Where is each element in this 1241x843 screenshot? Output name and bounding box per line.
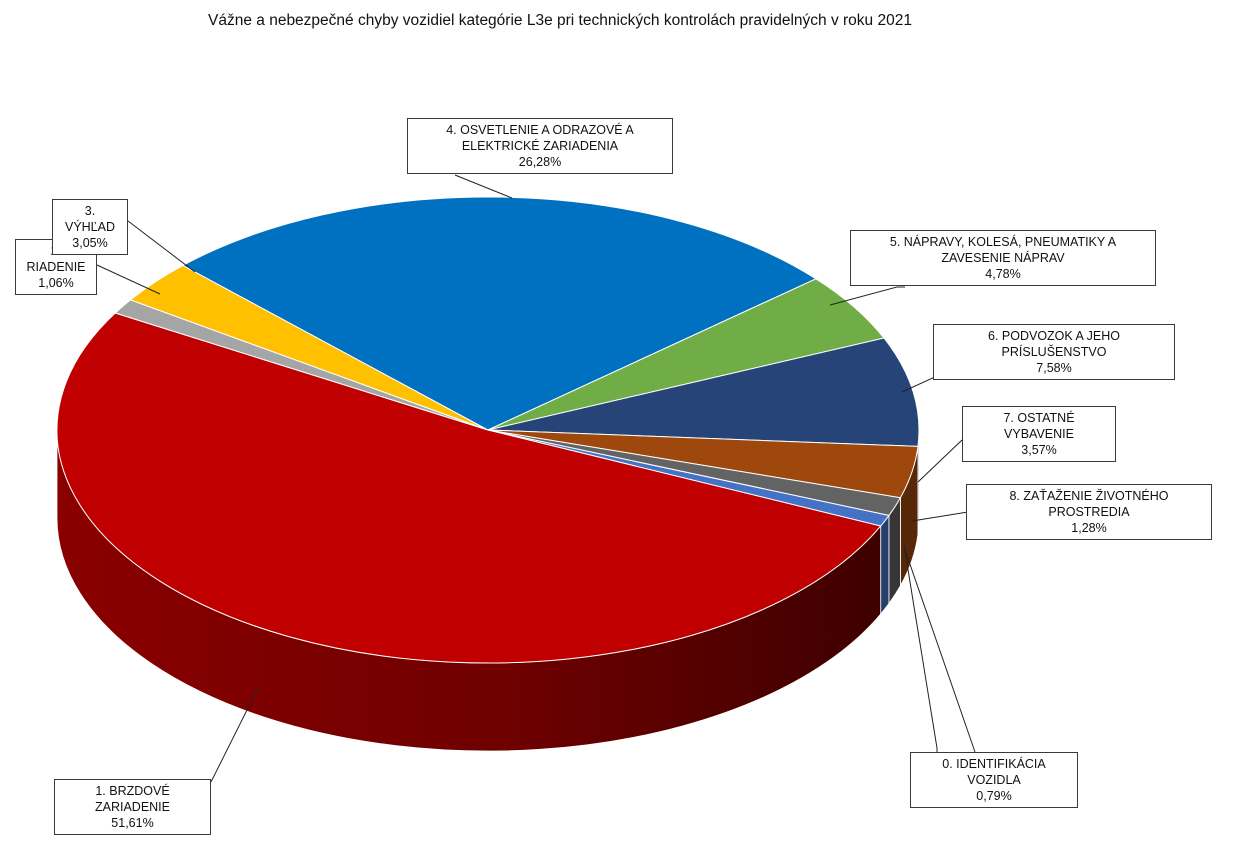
slice-label-name: 7. OSTATNÉ VYBAVENIE (1003, 411, 1075, 441)
leader-napravy (829, 286, 905, 306)
slice-label-name: 0. IDENTIFIKÁCIA VOZIDLA (942, 757, 1046, 787)
data-label-osvetlenie: 4. OSVETLENIE A ODRAZOVÉ A ELEKTRICKÉ ZA… (407, 118, 673, 174)
slice-label-name: 3. VÝHĽAD (64, 204, 116, 234)
data-label-zatazenie: 8. ZAŤAŽENIE ŽIVOTNÉHO PROSTREDIA 1,28% (966, 484, 1212, 540)
slice-label-name: 8. ZAŤAŽENIE ŽIVOTNÉHO PROSTREDIA (1009, 489, 1169, 519)
data-label-brzdove: 1. BRZDOVÉ ZARIADENIE 51,61% (54, 779, 211, 835)
slice-label-name: 1. BRZDOVÉ ZARIADENIE (94, 784, 170, 814)
pie-slice-s1 (56, 312, 882, 664)
data-label-podvozok: 6. PODVOZOK A JEHO PRÍSLUŠENSTVO 7,58% (933, 324, 1175, 380)
data-label-napravy: 5. NÁPRAVY, KOLESÁ, PNEUMATIKY A ZAVESEN… (850, 230, 1156, 286)
pie-slice-s8 (487, 429, 902, 516)
pie-top (56, 196, 920, 664)
leader-vyhlad (127, 220, 196, 273)
data-label-identifikacia: 0. IDENTIFIKÁCIA VOZIDLA 0,79% (910, 752, 1078, 808)
slice-label-value: 1,06% (38, 276, 74, 290)
slice-label-value: 3,05% (72, 236, 108, 250)
slice-label-value: 26,28% (518, 155, 562, 169)
slice-label-value: 7,58% (1036, 361, 1072, 375)
pie-side-s0 (880, 514, 890, 616)
data-label-ostatne: 7. OSTATNÉ VYBAVENIE 3,57% (962, 406, 1116, 462)
pie-slice-s6 (487, 337, 920, 447)
leader-brzdove (210, 687, 259, 783)
chart-title: Vážne a nebezpečné chyby vozidiel kategó… (208, 12, 912, 29)
leader-identifikacia (903, 544, 938, 752)
slice-label-value: 0,79% (976, 789, 1012, 803)
data-label-vyhlad: 3. VÝHĽAD 3,05% (52, 199, 128, 255)
pie-slice-s4 (181, 196, 817, 431)
leader-zatazenie (911, 511, 969, 522)
leader-ostatne (917, 439, 963, 483)
leader-identifikacia-2 (903, 546, 976, 753)
slice-label-name: 4. OSVETLENIE A ODRAZOVÉ A ELEKTRICKÉ ZA… (446, 123, 634, 153)
slice-label-name: 5. NÁPRAVY, KOLESÁ, PNEUMATIKY A ZAVESEN… (889, 235, 1117, 265)
slice-label-value: 51,61% (111, 816, 154, 830)
leader-riadenie (96, 264, 161, 295)
slice-label-value: 1,28% (1071, 521, 1107, 535)
slice-label-value: 3,57% (1021, 443, 1057, 457)
slice-label-name: 6. PODVOZOK A JEHO PRÍSLUŠENSTVO (988, 329, 1120, 359)
leader-osvetlenie (454, 174, 513, 199)
slice-label-value: 4,78% (985, 267, 1021, 281)
